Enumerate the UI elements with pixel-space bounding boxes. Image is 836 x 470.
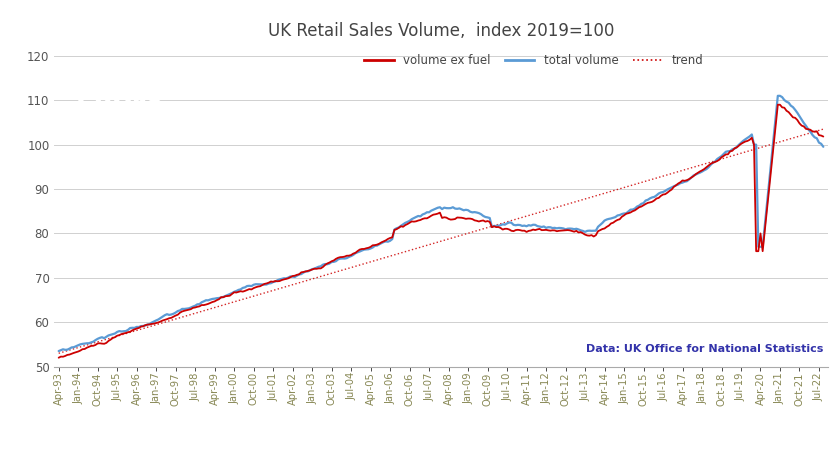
Text: Trade Like a Pro: Trade Like a Pro <box>73 154 166 167</box>
Text: Data: UK Office for National Statistics: Data: UK Office for National Statistics <box>586 344 823 354</box>
Title: UK Retail Sales Volume,  index 2019=100: UK Retail Sales Volume, index 2019=100 <box>268 22 614 40</box>
Text: FxPro: FxPro <box>74 94 164 121</box>
Legend: volume ex fuel, total volume, trend: volume ex fuel, total volume, trend <box>359 50 708 72</box>
